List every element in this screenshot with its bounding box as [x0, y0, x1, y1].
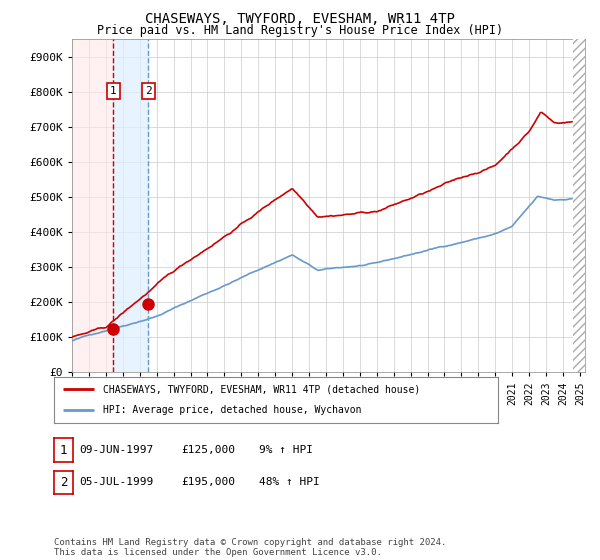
Bar — [113, 39, 148, 372]
Text: 9% ↑ HPI: 9% ↑ HPI — [259, 445, 313, 455]
Text: CHASEWAYS, TWYFORD, EVESHAM, WR11 4TP: CHASEWAYS, TWYFORD, EVESHAM, WR11 4TP — [145, 12, 455, 26]
Text: 2: 2 — [145, 86, 152, 96]
Text: HPI: Average price, detached house, Wychavon: HPI: Average price, detached house, Wych… — [103, 405, 361, 416]
Text: Contains HM Land Registry data © Crown copyright and database right 2024.
This d: Contains HM Land Registry data © Crown c… — [54, 538, 446, 557]
Text: 2: 2 — [60, 476, 67, 489]
Text: £195,000: £195,000 — [181, 477, 235, 487]
Text: CHASEWAYS, TWYFORD, EVESHAM, WR11 4TP (detached house): CHASEWAYS, TWYFORD, EVESHAM, WR11 4TP (d… — [103, 384, 420, 394]
Text: 09-JUN-1997: 09-JUN-1997 — [79, 445, 154, 455]
Text: Price paid vs. HM Land Registry's House Price Index (HPI): Price paid vs. HM Land Registry's House … — [97, 24, 503, 37]
Text: 05-JUL-1999: 05-JUL-1999 — [79, 477, 154, 487]
Bar — [573, 39, 585, 372]
Bar — [72, 39, 113, 372]
Text: £125,000: £125,000 — [181, 445, 235, 455]
Text: 1: 1 — [110, 86, 116, 96]
Text: 1: 1 — [60, 444, 67, 457]
Text: 48% ↑ HPI: 48% ↑ HPI — [259, 477, 320, 487]
Bar — [573, 39, 585, 372]
